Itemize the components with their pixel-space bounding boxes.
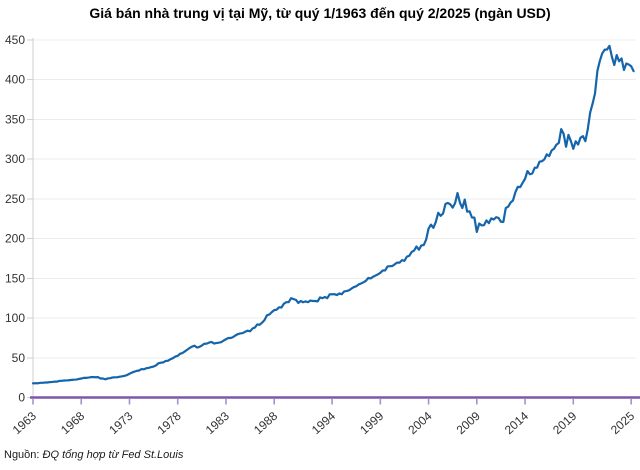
y-tick-label: 250 xyxy=(5,192,25,206)
x-tick-label: 1968 xyxy=(58,409,87,437)
gridlines xyxy=(33,39,636,359)
x-tick-label: 1983 xyxy=(203,409,232,437)
x-tick-label: 1988 xyxy=(251,409,280,437)
y-tick-label: 100 xyxy=(5,311,25,325)
source-note: Nguồn: ĐQ tổng hợp từ Fed St.Louis xyxy=(4,449,183,461)
price-line-series xyxy=(31,44,635,385)
x-tick-label: 1978 xyxy=(155,409,184,437)
x-tick-label: 1999 xyxy=(357,409,386,437)
x-tick-label: 2004 xyxy=(405,409,434,437)
source-prefix: Nguồn: xyxy=(4,449,40,461)
x-tick-label: 2019 xyxy=(550,409,579,437)
x-tick-label: 2009 xyxy=(454,409,483,437)
y-tick-label: 200 xyxy=(5,232,25,246)
x-tick-label: 1963 xyxy=(10,409,39,437)
x-tick-label: 1973 xyxy=(106,409,135,437)
y-axis: 0 50 100 150 200 250 300 350 400 450 xyxy=(5,33,34,405)
x-tick-label: 2014 xyxy=(502,409,531,437)
y-tick-label: 0 xyxy=(18,391,25,405)
y-tick-label: 300 xyxy=(5,152,25,166)
x-tick-label: 2025 xyxy=(608,409,637,437)
y-tick-label: 350 xyxy=(5,112,25,126)
source-text: ĐQ tổng hợp từ Fed St.Louis xyxy=(42,449,184,461)
x-axis: 1963 1968 1973 1978 1983 1988 1994 1999 2004 2009… xyxy=(10,396,640,437)
y-tick-label: 400 xyxy=(5,73,25,87)
y-tick-label: 450 xyxy=(5,33,25,47)
x-tick-label: 1994 xyxy=(309,409,338,437)
y-tick-label: 50 xyxy=(12,351,26,365)
chart-title: Giá bán nhà trung vị tại Mỹ, từ quý 1/19… xyxy=(89,5,551,21)
y-tick-label: 150 xyxy=(5,271,25,285)
